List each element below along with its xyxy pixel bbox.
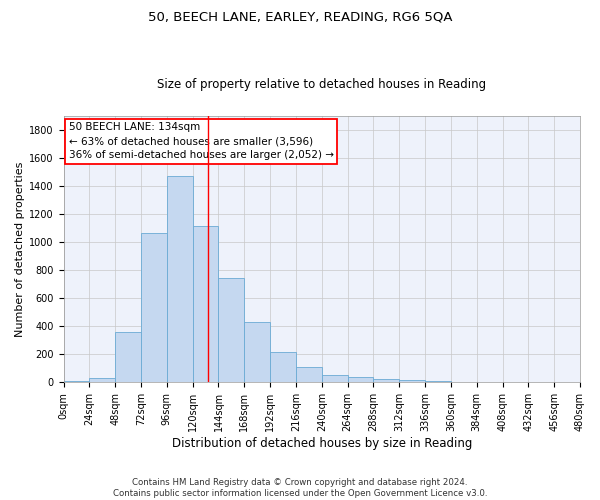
Bar (115, 332, 141, 382)
Bar (399, 380, 425, 382)
Bar (64, 381, 89, 382)
Bar (218, 278, 244, 382)
X-axis label: Distribution of detached houses by size in Reading: Distribution of detached houses by size … (172, 437, 472, 450)
Bar (322, 376, 347, 382)
Text: 50 BEECH LANE: 134sqm
← 63% of detached houses are smaller (3,596)
36% of semi-d: 50 BEECH LANE: 134sqm ← 63% of detached … (68, 122, 334, 160)
Bar (141, 234, 167, 382)
Text: Contains HM Land Registry data © Crown copyright and database right 2024.
Contai: Contains HM Land Registry data © Crown c… (113, 478, 487, 498)
Y-axis label: Number of detached properties: Number of detached properties (15, 162, 25, 337)
Bar (296, 368, 322, 382)
Bar (425, 381, 451, 382)
Bar (193, 226, 218, 382)
Bar (167, 176, 193, 382)
Bar (373, 378, 399, 382)
Title: Size of property relative to detached houses in Reading: Size of property relative to detached ho… (157, 78, 487, 91)
Text: 50, BEECH LANE, EARLEY, READING, RG6 5QA: 50, BEECH LANE, EARLEY, READING, RG6 5QA (148, 10, 452, 23)
Bar (347, 376, 373, 382)
Bar (270, 352, 296, 382)
Bar (244, 322, 270, 382)
Bar (89, 378, 115, 382)
